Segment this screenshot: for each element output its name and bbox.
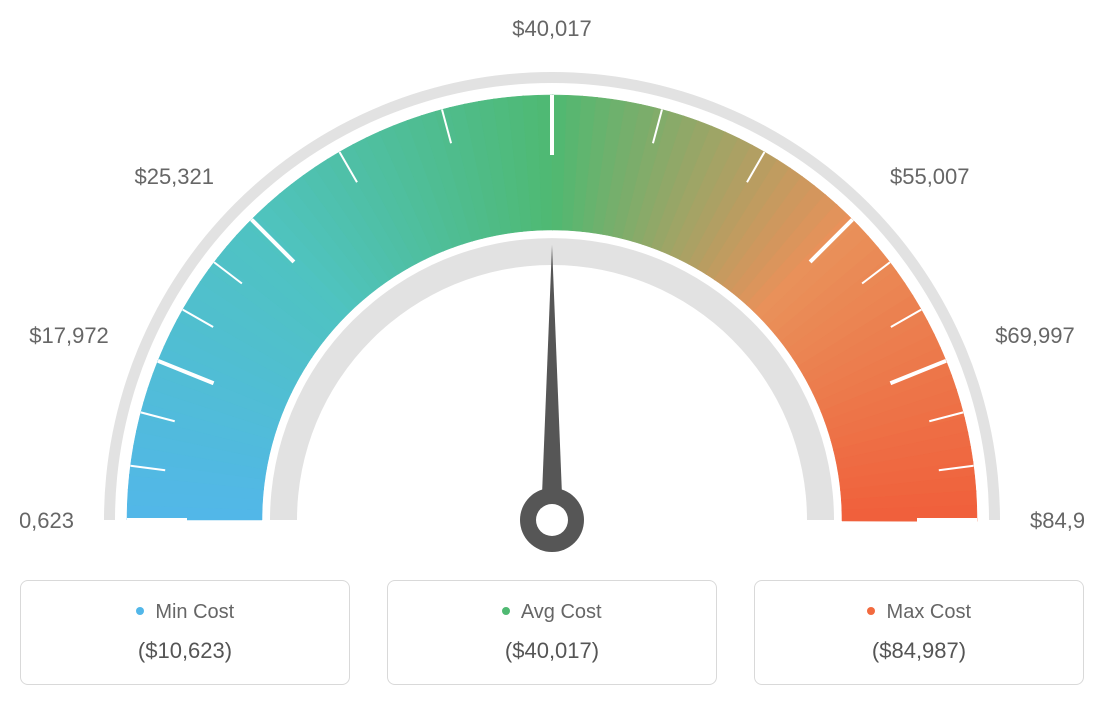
min-cost-value: ($10,623) [37,638,333,664]
gauge-label: $40,017 [512,20,592,41]
avg-bullet [502,607,510,615]
max-cost-card: Max Cost ($84,987) [754,580,1084,685]
avg-cost-value: ($40,017) [404,638,700,664]
gauge-label: $10,623 [20,508,74,533]
avg-cost-card: Avg Cost ($40,017) [387,580,717,685]
gauge-needle [520,245,584,552]
gauge-label: $25,321 [134,164,214,189]
min-bullet [136,607,144,615]
max-cost-label: Max Cost [887,601,971,623]
min-cost-label: Min Cost [155,601,234,623]
gauge-label: $84,987 [1030,508,1084,533]
gauge-label: $55,007 [890,164,970,189]
avg-cost-label: Avg Cost [521,601,602,623]
summary-cards: Min Cost ($10,623) Avg Cost ($40,017) Ma… [20,580,1084,685]
max-cost-value: ($84,987) [771,638,1067,664]
gauge-label: $69,997 [995,323,1075,348]
cost-gauge: $10,623 $17,972 $25,321 $40,017 $55,007 $69,9… [20,20,1084,560]
gauge-label: $17,972 [29,323,109,348]
max-bullet [867,607,875,615]
min-cost-card: Min Cost ($10,623) [20,580,350,685]
